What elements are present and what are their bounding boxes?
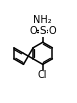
- Text: S: S: [39, 26, 46, 36]
- Text: Cl: Cl: [38, 70, 48, 80]
- Text: O: O: [49, 26, 56, 36]
- Text: O: O: [29, 26, 37, 36]
- Text: NH₂: NH₂: [33, 15, 52, 25]
